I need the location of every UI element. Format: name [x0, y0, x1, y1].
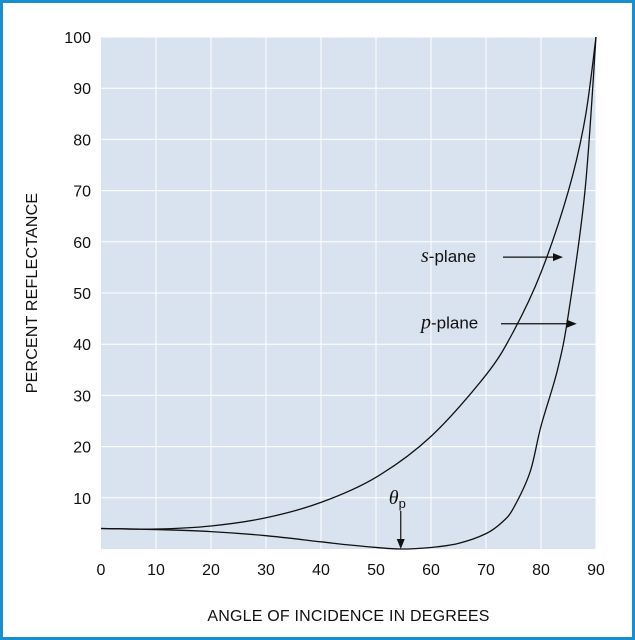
s-plane-curve	[100, 36, 597, 530]
x-tick-label: 20	[202, 562, 220, 579]
theta-subscript: p	[399, 496, 406, 511]
theta-symbol: θ	[389, 487, 399, 509]
s-plane-label-italic: s	[421, 245, 429, 267]
y-tick-label: 30	[73, 388, 91, 405]
y-tick-label: 60	[73, 235, 91, 252]
x-tick-label: 40	[312, 562, 330, 579]
x-tick-label: 10	[147, 562, 165, 579]
s-plane-label-text: -plane	[429, 247, 476, 266]
p-plane-label: p-plane	[419, 312, 478, 334]
y-tick-label: 10	[73, 491, 91, 508]
reflectance-chart: 0 10 20 30 40 50 60 70 80 90 10203040506070809010…	[24, 30, 605, 625]
x-tick-label: 70	[477, 562, 495, 579]
y-tick-label: 40	[73, 337, 91, 354]
y-tick-label: 100	[64, 30, 91, 47]
x-tick-labels: 0 10 20 30 40 50 60 70 80 90	[97, 562, 605, 579]
y-tick-label: 20	[73, 440, 91, 457]
y-tick-label: 90	[73, 81, 91, 98]
s-plane-arrowhead	[553, 253, 563, 262]
y-tick-label: 50	[73, 286, 91, 303]
p-plane-label-italic: p	[419, 312, 431, 334]
x-axis-label: ANGLE OF INCIDENCE IN DEGREES	[207, 608, 489, 625]
s-plane-label: s-plane	[421, 245, 476, 267]
grid-lines	[101, 36, 597, 549]
theta-p-label: θp	[389, 487, 406, 511]
y-tick-label: 80	[73, 132, 91, 149]
x-tick-label: 90	[587, 562, 605, 579]
y-tick-labels: 10 20 30 40 50 60 70 80 90 100	[64, 30, 91, 508]
y-axis-label: PERCENT REFLECTANCE	[24, 193, 41, 394]
p-plane-arrowhead	[566, 319, 577, 328]
x-tick-label: 50	[367, 562, 385, 579]
x-tick-label: 80	[532, 562, 550, 579]
x-tick-label: 0	[97, 562, 106, 579]
y-tick-label: 70	[73, 184, 91, 201]
p-plane-curve	[100, 36, 597, 550]
theta-arrowhead	[396, 539, 405, 549]
x-tick-label: 30	[257, 562, 275, 579]
series-lines	[100, 36, 597, 550]
p-plane-label-text: -plane	[431, 314, 478, 333]
annotations: s-plane p-plane θp	[389, 245, 577, 549]
x-tick-label: 60	[422, 562, 440, 579]
